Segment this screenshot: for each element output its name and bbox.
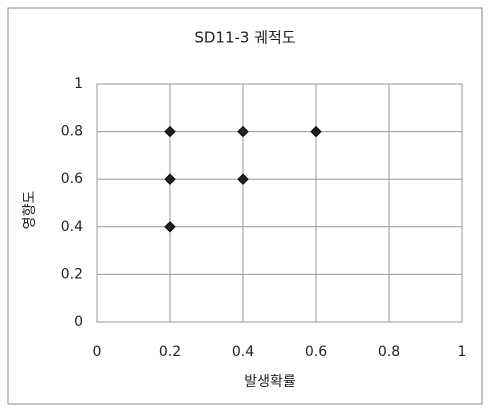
x-tick-label: 0.8 [378,344,400,360]
point [237,173,249,185]
x-tick-label: 0.4 [232,344,254,360]
x-tick-label: 1 [458,344,467,360]
x-tick-label: 0.6 [305,344,327,360]
y-tick-label: 0.6 [61,171,83,187]
y-tick-label: 0 [74,314,83,330]
x-tick-label: 0 [93,344,102,360]
y-tick-label: 1 [74,76,83,92]
chart-title: SD11-3 궤적도 [194,29,295,47]
point [164,173,176,185]
point [310,125,322,138]
y-axis-label: 영향도 [22,191,38,230]
y-tick-label: 0.2 [61,266,83,282]
x-axis-label: 발생확률 [244,374,296,390]
y-tick-label: 0.8 [61,124,83,140]
point [164,125,176,138]
x-tick-label: 0.2 [159,344,181,360]
point [164,221,176,233]
y-tick-label: 0.4 [61,219,83,235]
plot-area [96,83,463,323]
point [237,125,249,138]
